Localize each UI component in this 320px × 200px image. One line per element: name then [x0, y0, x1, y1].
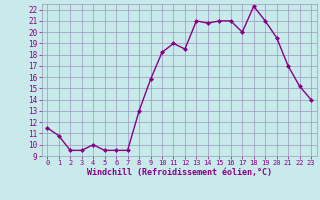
X-axis label: Windchill (Refroidissement éolien,°C): Windchill (Refroidissement éolien,°C)	[87, 168, 272, 177]
